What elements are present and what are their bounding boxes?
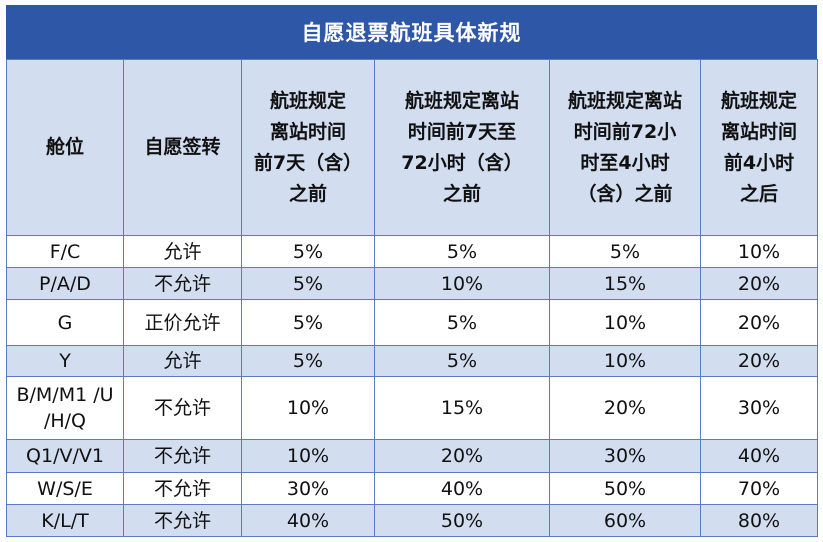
column-header: 航班规定离站时间前4小时之后 (700, 59, 818, 236)
refund-fee-cell: 10% (374, 267, 550, 300)
refund-fee-cell: 70% (700, 472, 818, 505)
header-row: 舱位 自愿签转 航班规定 离站时间 前7天（含） 之前 航班规定离站 时间前7天至 72小时（含… (6, 59, 818, 236)
refund-fee-cell: 5% (241, 345, 375, 377)
change-policy-cell: 不允许 (123, 267, 242, 300)
table-row: G 正价允许 5% 5% 10% 20% (6, 299, 818, 346)
refund-fee-cell: 10% (241, 439, 375, 473)
table-row: W/S/E 不允许 30% 40% 50% 70% (6, 472, 818, 505)
refund-fee-cell: 60% (549, 504, 701, 537)
change-policy-cell: 不允许 (123, 376, 242, 440)
refund-fee-cell: 40% (374, 472, 550, 505)
header-line: 之前 (288, 182, 327, 205)
column-header: 舱位 (6, 59, 124, 236)
table-row: K/L/T 不允许 40% 50% 60% 80% (6, 504, 818, 537)
refund-fee-cell: 5% (374, 299, 550, 346)
header-line: 之后 (739, 182, 778, 205)
refund-fee-cell: 5% (549, 235, 701, 268)
refund-fee-cell: 5% (241, 235, 375, 268)
refund-fee-cell: 50% (374, 504, 550, 537)
header-line: 72小时（含） (401, 151, 523, 174)
table-row: P/A/D 不允许 5% 10% 15% 20% (6, 267, 818, 300)
header-line: 航班规定 (720, 89, 797, 112)
refund-fee-cell: 20% (374, 439, 550, 473)
refund-fee-cell: 50% (549, 472, 701, 505)
rules-table: 舱位 自愿签转 航班规定 离站时间 前7天（含） 之前 航班规定离站 时间前7天至 72小时（含… (6, 59, 818, 537)
refund-fee-cell: 5% (241, 299, 375, 346)
refund-fee-cell: 20% (549, 376, 701, 440)
cabin-class-cell: F/C (6, 235, 124, 268)
change-policy-cell: 不允许 (123, 439, 242, 473)
cabin-class-cell: Y (6, 345, 124, 377)
table-title: 自愿退票航班具体新规 (6, 5, 817, 59)
refund-fee-cell: 80% (700, 504, 818, 537)
header-line: 航班规定离站 (404, 89, 519, 112)
header-line: 之前 (442, 182, 481, 205)
column-header: 自愿签转 (123, 59, 242, 236)
table-row: B/M/M1 /U /H/Q 不允许 10% 15% 20% 30% (6, 376, 818, 440)
refund-fee-cell: 10% (549, 345, 701, 377)
header-line: 自愿签转 (144, 136, 221, 158)
table-row: F/C 允许 5% 5% 5% 10% (6, 235, 818, 268)
cabin-class-cell: K/L/T (6, 504, 124, 537)
header-line: 航班规定 (269, 89, 346, 112)
header-line: 离站时间 (720, 120, 797, 143)
change-policy-cell: 不允许 (123, 504, 242, 537)
refund-fee-cell: 20% (700, 267, 818, 300)
column-header: 航班规定离站 时间前7天至 72小时（含） 之前 (374, 59, 550, 236)
cabin-class-cell: Q1/V/V1 (6, 439, 124, 473)
refund-fee-cell: 30% (549, 439, 701, 473)
header-line: 时间前7天至 (407, 120, 517, 143)
header-line: 前4小时 (723, 151, 795, 174)
refund-fee-cell: 10% (241, 376, 375, 440)
refund-rules-table: 自愿退票航班具体新规 舱位 自愿签转 航班规定 离站时间 前7天（含） 之前 航班规定离站时… (6, 5, 818, 537)
refund-fee-cell: 15% (374, 376, 550, 440)
table-row: Q1/V/V1 不允许 10% 20% 30% 40% (6, 439, 818, 473)
header-line: 时间前72小 (573, 120, 677, 143)
refund-fee-cell: 40% (241, 504, 375, 537)
change-policy-cell: 正价允许 (123, 299, 242, 346)
refund-fee-cell: 30% (700, 376, 818, 440)
refund-fee-cell: 15% (549, 267, 701, 300)
header-line: 离站时间 (269, 120, 346, 143)
column-header: 航班规定离站 时间前72小 时至4小时 （含）之前 (549, 59, 701, 236)
table-row: Y 允许 5% 5% 10% 20% (6, 345, 818, 377)
header-line: 前7天（含） (253, 151, 363, 174)
header-line: 舱位 (45, 136, 84, 158)
change-policy-cell: 不允许 (123, 472, 242, 505)
change-policy-cell: 允许 (123, 345, 242, 377)
refund-fee-cell: 20% (700, 299, 818, 346)
change-policy-cell: 允许 (123, 235, 242, 268)
cabin-class-cell: G (6, 299, 124, 346)
refund-fee-cell: 40% (700, 439, 818, 473)
cabin-class-cell: W/S/E (6, 472, 124, 505)
cabin-class-cell: B/M/M1 /U /H/Q (6, 376, 124, 440)
cabin-class-cell: P/A/D (6, 267, 124, 300)
refund-fee-cell: 10% (700, 235, 818, 268)
refund-fee-cell: 5% (374, 345, 550, 377)
header-line: 时至4小时 (580, 151, 670, 174)
refund-fee-cell: 10% (549, 299, 701, 346)
header-line: 航班规定离站 (567, 89, 682, 112)
refund-fee-cell: 5% (374, 235, 550, 268)
header-line: （含）之前 (577, 182, 673, 205)
column-header: 航班规定离站时间前7天（含） 之前 (241, 59, 375, 236)
refund-fee-cell: 5% (241, 267, 375, 300)
refund-fee-cell: 20% (700, 345, 818, 377)
refund-fee-cell: 30% (241, 472, 375, 505)
